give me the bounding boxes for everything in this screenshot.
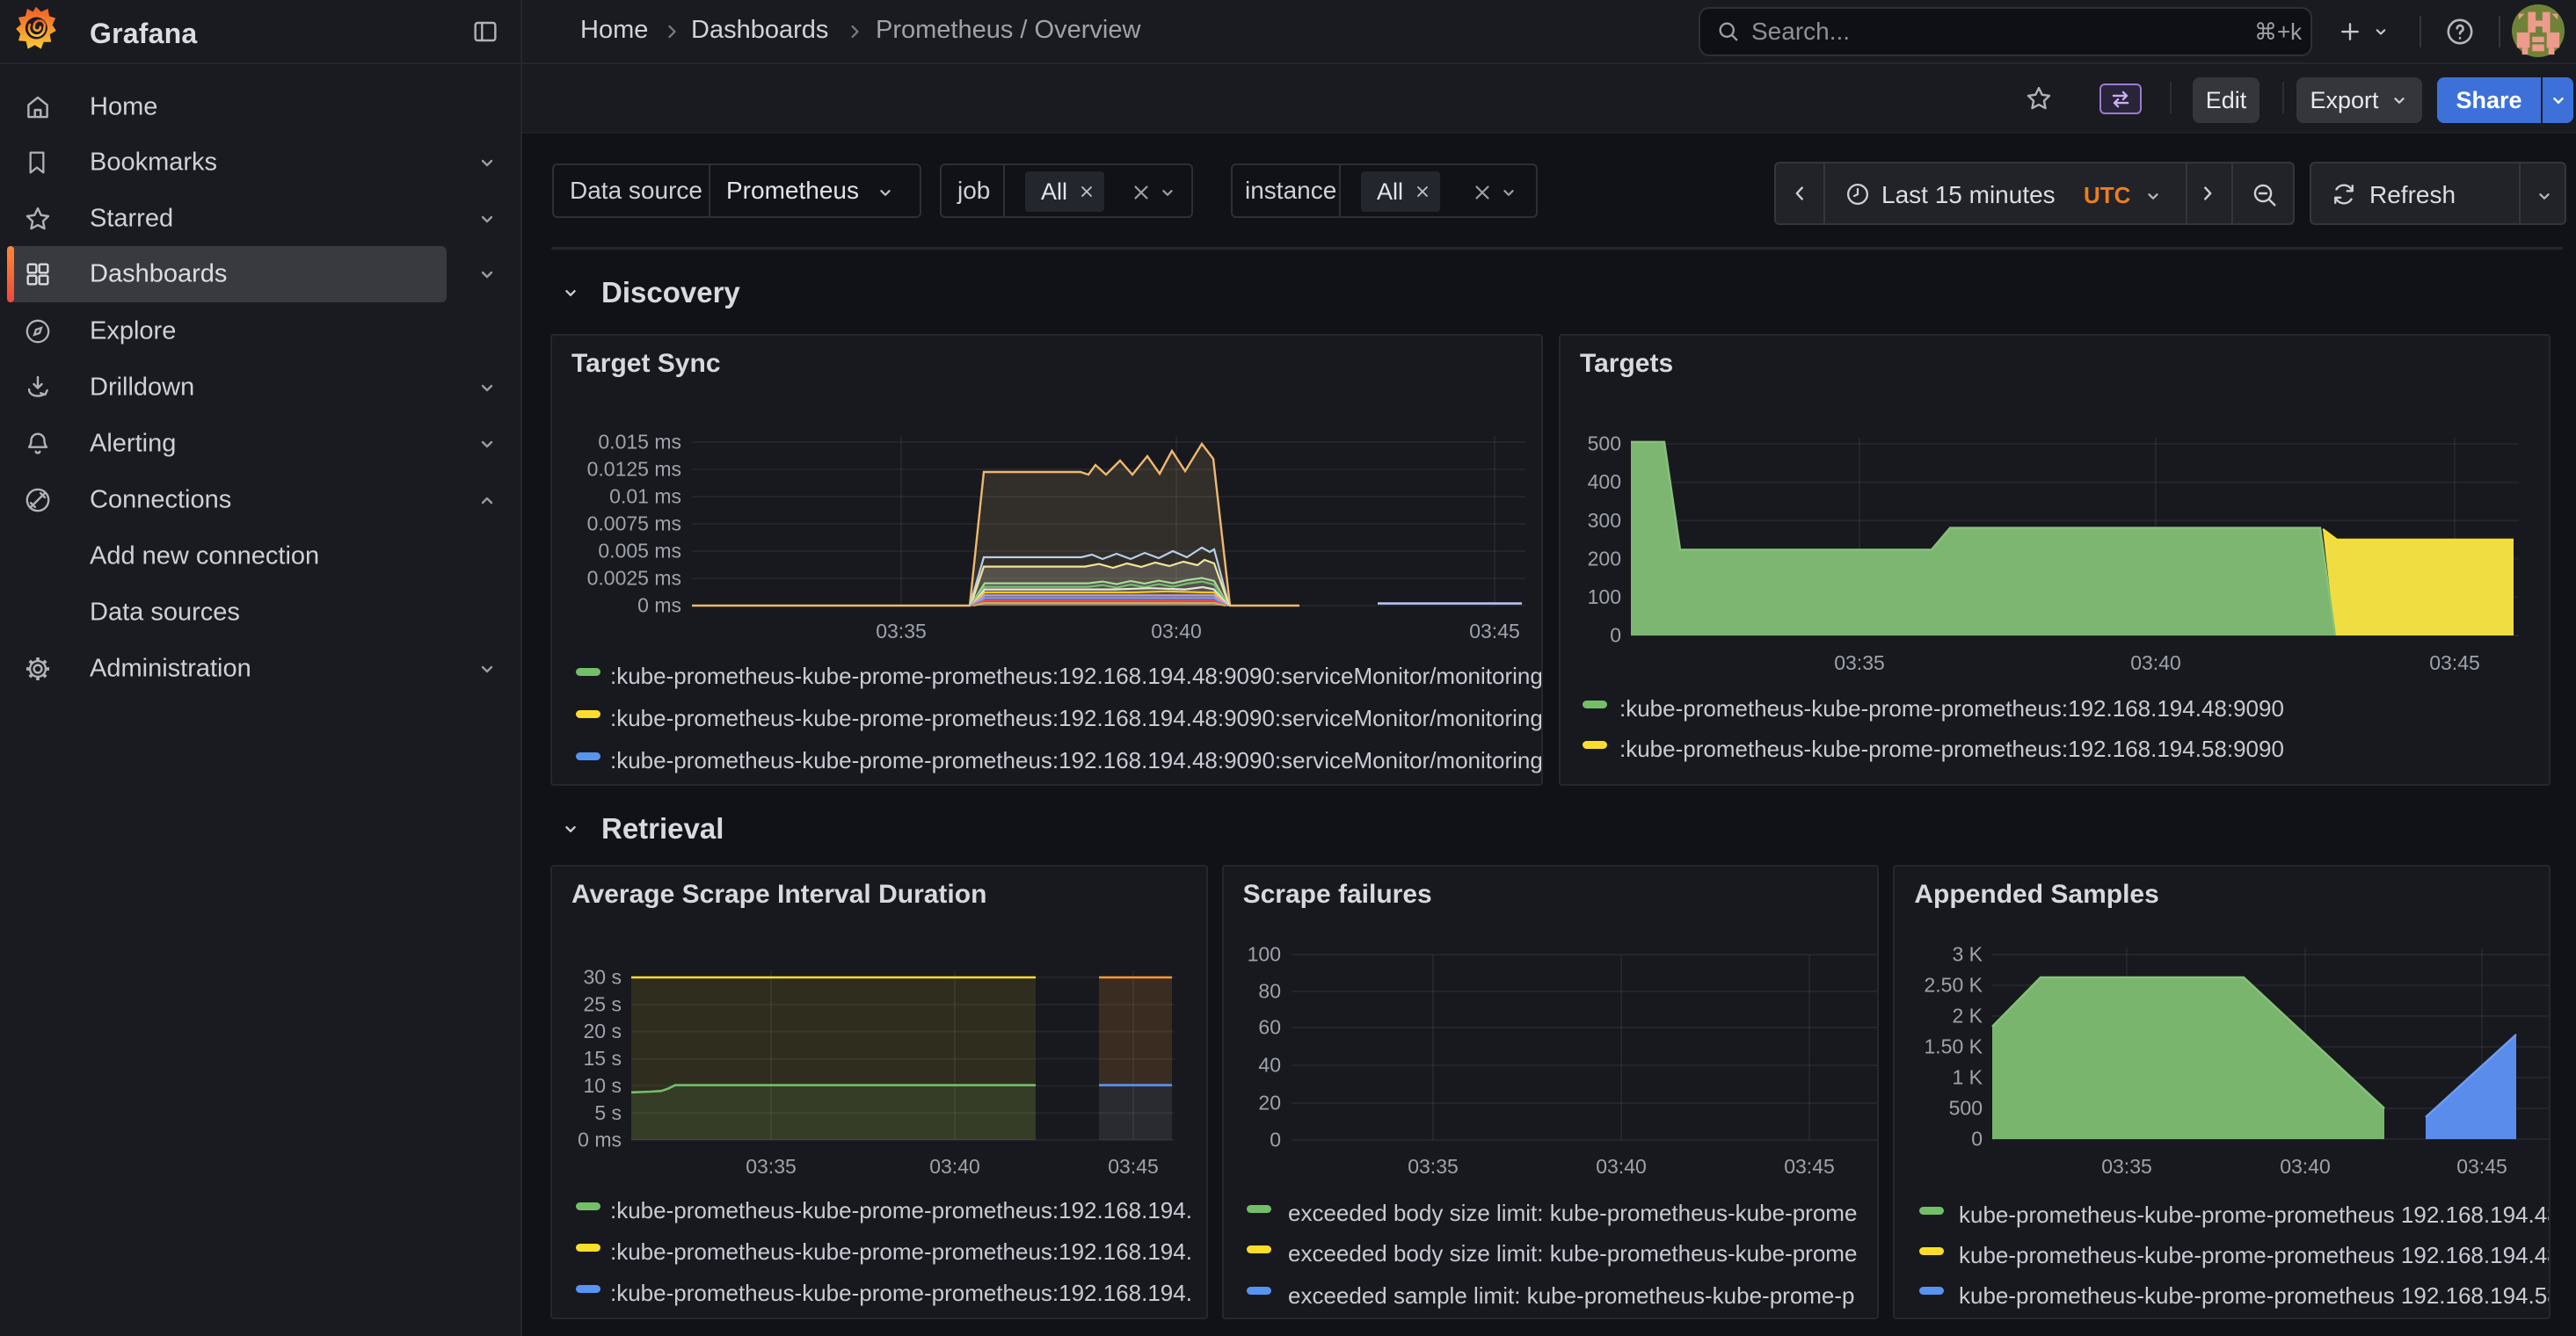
svg-text:100: 100 [1588, 585, 1621, 608]
svg-text:0.01 ms: 0.01 ms [609, 485, 681, 508]
svg-text:5 s: 5 s [594, 1101, 622, 1124]
svg-text:40: 40 [1258, 1054, 1281, 1077]
svg-text:500: 500 [1588, 432, 1621, 455]
svg-text:1.50 K: 1.50 K [1924, 1035, 1983, 1058]
svg-text:25 s: 25 s [584, 992, 622, 1015]
svg-text:20 s: 20 s [584, 1020, 622, 1042]
svg-text:0: 0 [1270, 1129, 1281, 1151]
svg-text:30 s: 30 s [584, 966, 622, 989]
svg-text:03:35: 03:35 [746, 1155, 797, 1178]
svg-text:03:45: 03:45 [1108, 1155, 1159, 1178]
svg-text:80: 80 [1258, 980, 1281, 1003]
svg-text:2.50 K: 2.50 K [1924, 974, 1983, 997]
svg-text:03:40: 03:40 [1151, 620, 1202, 643]
svg-text:20: 20 [1258, 1092, 1281, 1115]
svg-text:03:45: 03:45 [2429, 651, 2480, 674]
svg-text:0.0075 ms: 0.0075 ms [587, 512, 681, 535]
svg-text:0: 0 [1610, 624, 1621, 647]
svg-text:03:40: 03:40 [2280, 1155, 2331, 1178]
svg-text:0: 0 [1971, 1128, 1983, 1151]
svg-text:0 ms: 0 ms [637, 594, 681, 617]
svg-text:3 K: 3 K [1952, 943, 1983, 966]
svg-text:60: 60 [1258, 1016, 1281, 1039]
svg-text:03:35: 03:35 [876, 620, 927, 643]
svg-text:03:45: 03:45 [1784, 1155, 1835, 1178]
svg-text:400: 400 [1588, 470, 1621, 493]
svg-text:0.005 ms: 0.005 ms [598, 540, 681, 563]
svg-text:0.015 ms: 0.015 ms [598, 431, 681, 454]
svg-text:500: 500 [1949, 1097, 1983, 1120]
svg-text:200: 200 [1588, 547, 1621, 570]
svg-text:03:35: 03:35 [2101, 1155, 2152, 1178]
svg-text:0 ms: 0 ms [578, 1129, 622, 1151]
svg-text:1 K: 1 K [1952, 1066, 1983, 1089]
svg-text:03:35: 03:35 [1834, 651, 1885, 674]
svg-text:0.0025 ms: 0.0025 ms [587, 567, 681, 590]
svg-text:03:45: 03:45 [1469, 620, 1520, 643]
svg-text:100: 100 [1248, 943, 1281, 966]
svg-text:03:40: 03:40 [1596, 1155, 1647, 1178]
svg-text:03:40: 03:40 [2130, 651, 2181, 674]
svg-text:03:45: 03:45 [2456, 1155, 2507, 1178]
svg-text:0.0125 ms: 0.0125 ms [587, 458, 681, 481]
svg-text:300: 300 [1588, 509, 1621, 532]
svg-text:15 s: 15 s [584, 1047, 622, 1070]
svg-text:2 K: 2 K [1952, 1005, 1983, 1027]
svg-text:03:35: 03:35 [1408, 1155, 1459, 1178]
svg-text:03:40: 03:40 [929, 1155, 980, 1178]
svg-text:10 s: 10 s [584, 1074, 622, 1097]
